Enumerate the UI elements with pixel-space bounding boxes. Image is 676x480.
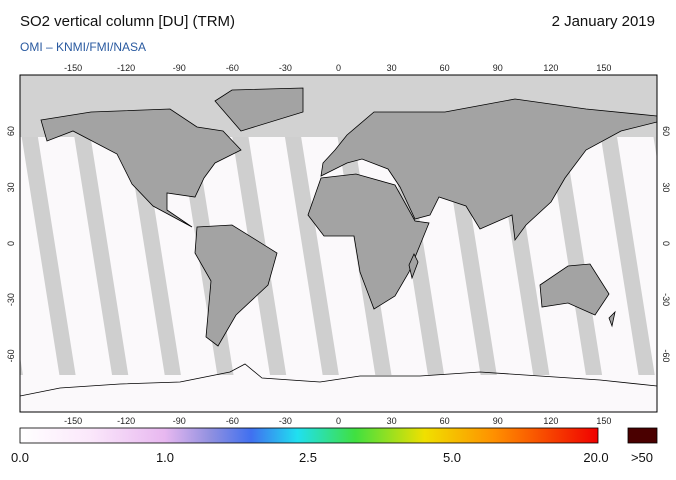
lon-label-bottom: -150: [64, 416, 82, 426]
lon-label-top: 90: [493, 63, 503, 73]
lat-label-right: 30: [661, 182, 671, 192]
lon-label-bottom: -120: [117, 416, 135, 426]
lon-label-bottom: 150: [596, 416, 611, 426]
colorbar-label: 2.5: [299, 450, 317, 465]
colorbar-label: 5.0: [443, 450, 461, 465]
lon-label-top: -30: [279, 63, 292, 73]
lat-label-right: 60: [661, 126, 671, 136]
lat-label-left: -60: [6, 349, 16, 362]
lon-label-bottom: 30: [387, 416, 397, 426]
lon-label-bottom: -60: [226, 416, 239, 426]
lon-label-top: 60: [440, 63, 450, 73]
source: OMI – KNMI/FMI/NASA: [20, 40, 146, 54]
lat-label-left: -30: [6, 293, 16, 306]
map-frame: [19, 74, 658, 413]
colorbar-label: 20.0: [583, 450, 608, 465]
map: [20, 75, 657, 412]
graticule-labels: -150 -150 -120 -120 -90 -90 -60 -60 -30 -30 0 0 30 30…: [6, 63, 671, 426]
lon-label-top: -60: [226, 63, 239, 73]
lon-label-top: 120: [543, 63, 558, 73]
lat-label-left: 60: [6, 126, 16, 136]
colorbar: [19, 427, 599, 444]
lon-label-top: -120: [117, 63, 135, 73]
colorbar-label: 0.0: [11, 450, 29, 465]
lon-label-bottom: -90: [173, 416, 186, 426]
lon-label-bottom: 120: [543, 416, 558, 426]
lat-label-left: 0: [6, 241, 16, 246]
lat-label-left: 30: [6, 182, 16, 192]
lat-label-right: 0: [661, 241, 671, 246]
date: 2 January 2019: [552, 13, 655, 30]
lon-label-top: -90: [173, 63, 186, 73]
lon-label-bottom: 90: [493, 416, 503, 426]
colorbar-overflow: [627, 427, 658, 444]
lon-label-top: -150: [64, 63, 82, 73]
lat-label-right: -60: [661, 349, 671, 362]
lon-label-top: 0: [336, 63, 341, 73]
colorbar-overflow-label: >50: [631, 450, 653, 465]
lon-label-top: 150: [596, 63, 611, 73]
lon-label-bottom: -30: [279, 416, 292, 426]
colorbar-label: 1.0: [156, 450, 174, 465]
lon-label-bottom: 0: [336, 416, 341, 426]
title: SO2 vertical column [DU] (TRM): [20, 13, 235, 30]
lat-label-right: -30: [661, 293, 671, 306]
lon-label-bottom: 60: [440, 416, 450, 426]
lon-label-top: 30: [387, 63, 397, 73]
